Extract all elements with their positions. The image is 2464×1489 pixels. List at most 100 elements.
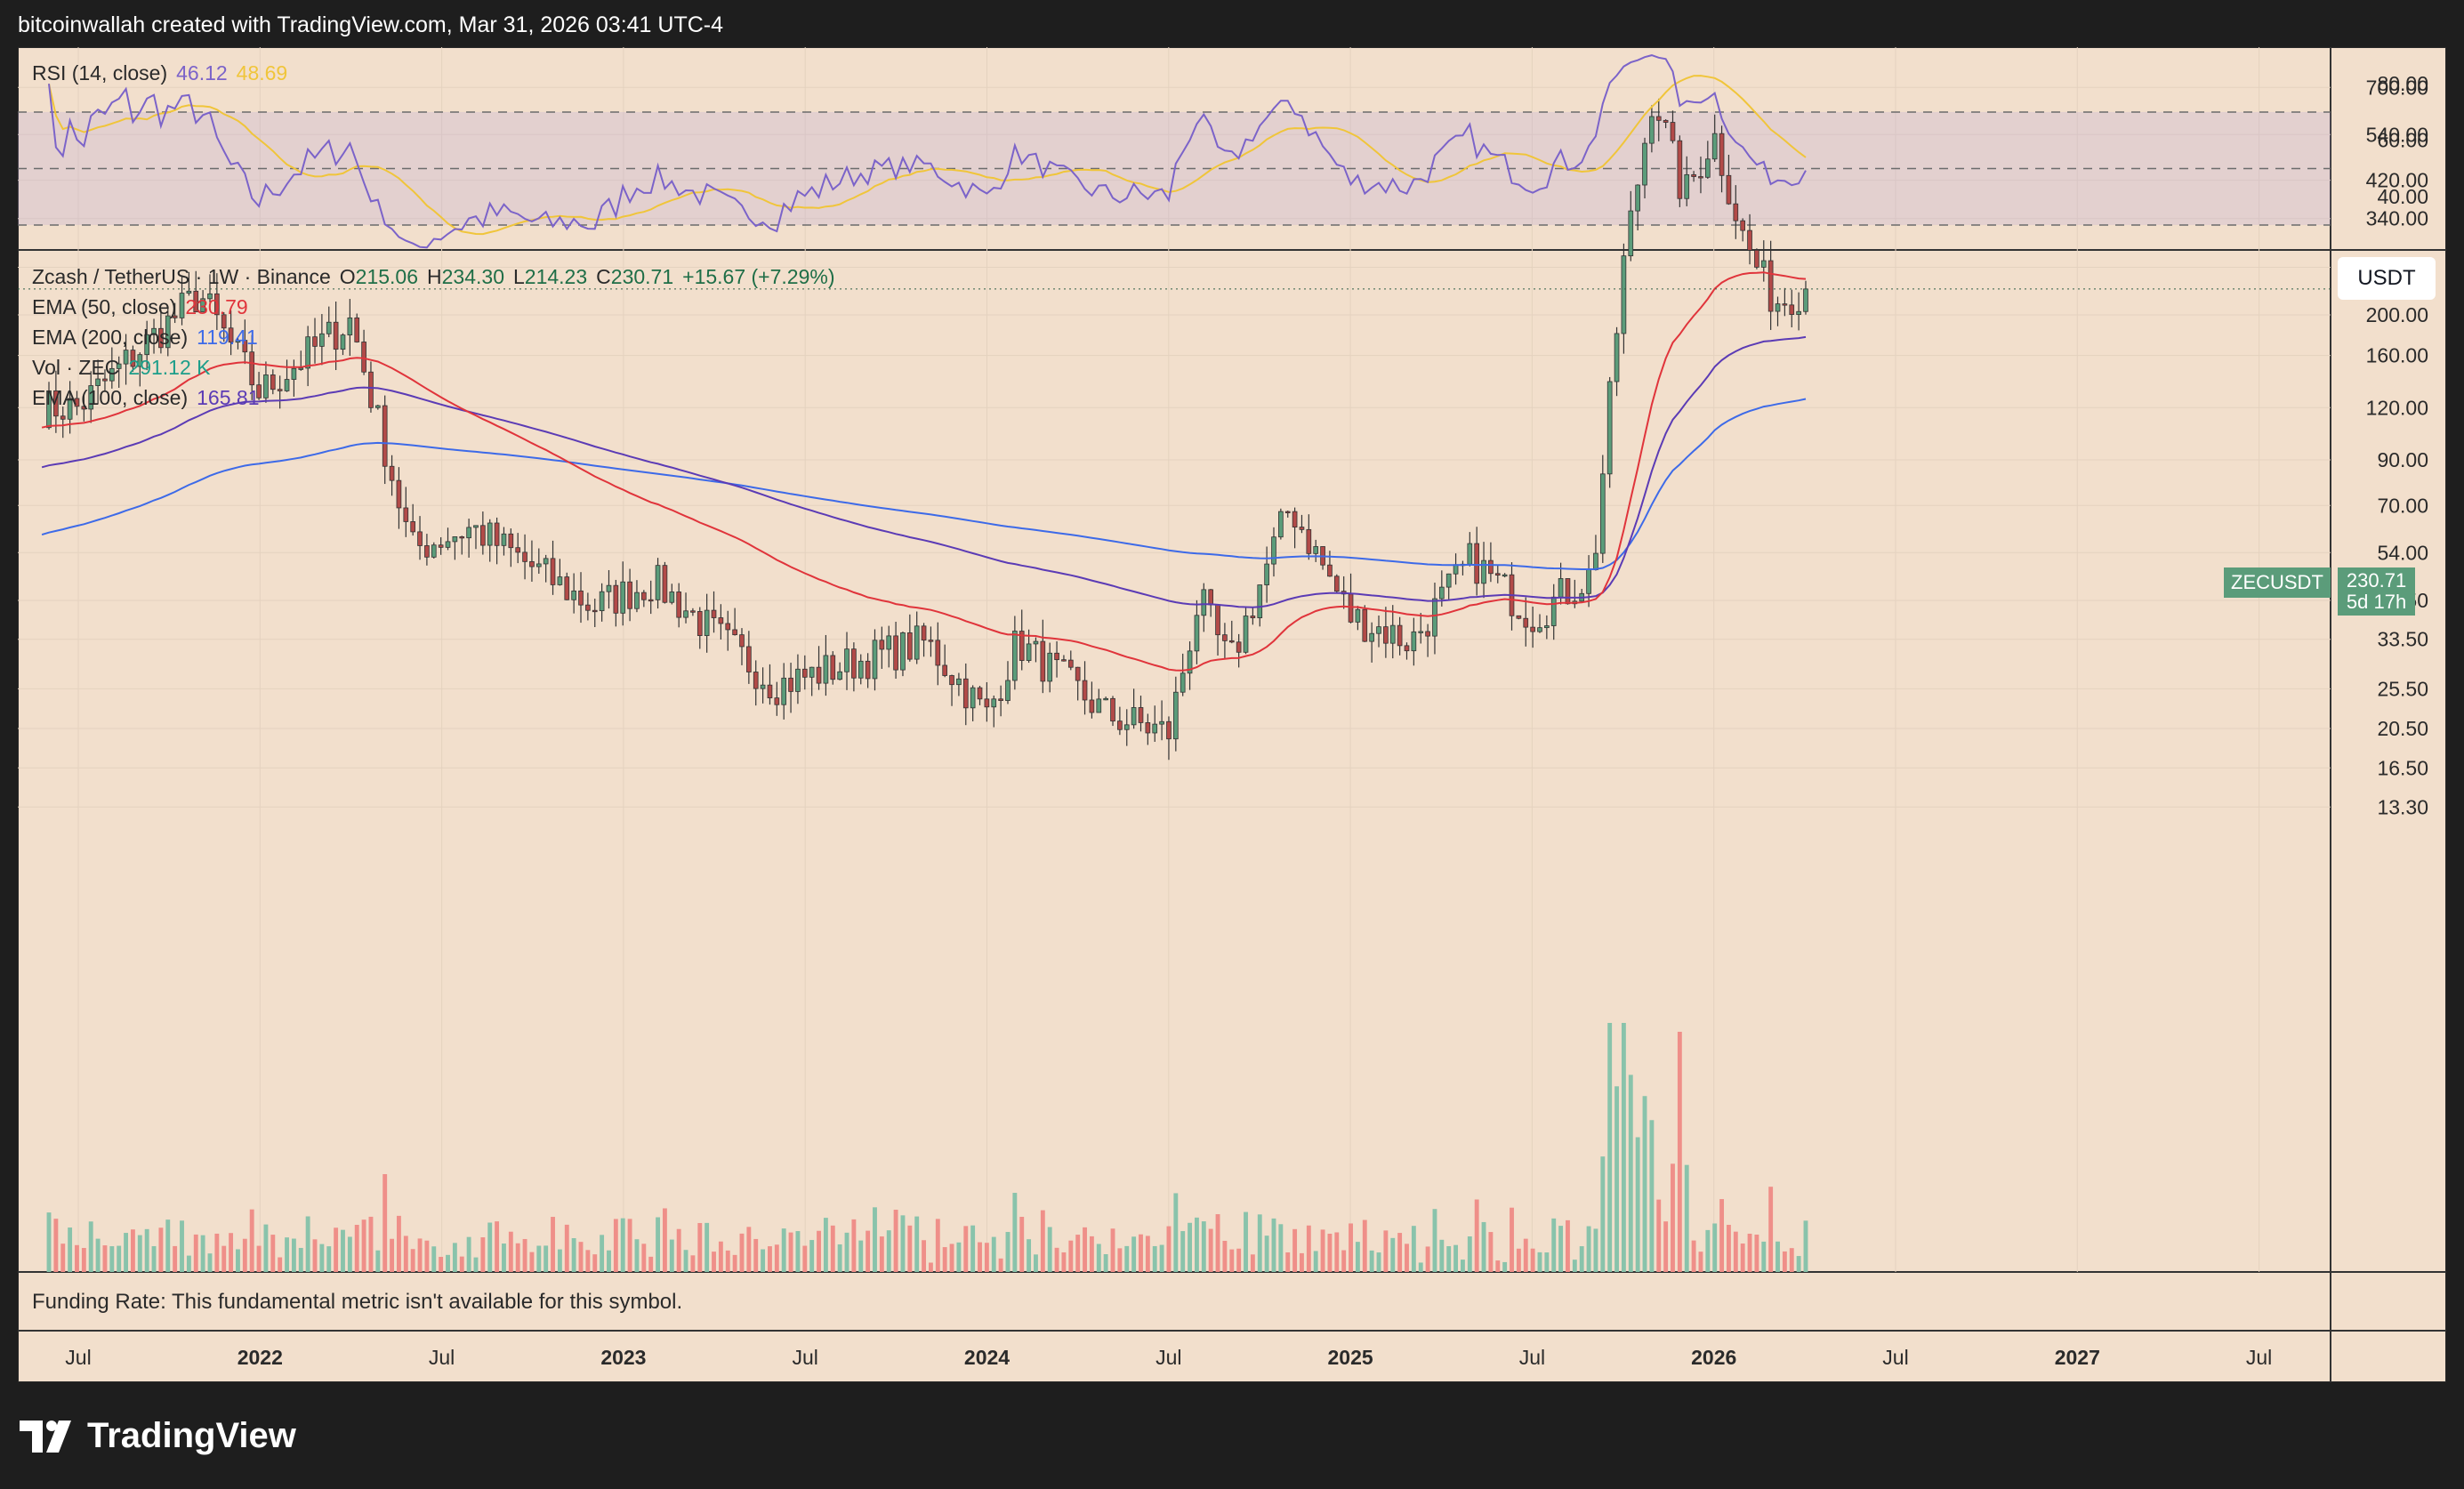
volume-bar [1355, 1242, 1360, 1272]
volume-bar [1733, 1231, 1738, 1272]
candle [1614, 326, 1620, 397]
candle [1117, 706, 1123, 736]
currency-button[interactable]: USDT [2338, 257, 2436, 300]
candle [1187, 641, 1193, 690]
candle [1509, 562, 1515, 631]
price-tag-value: 230.71 5d 17h [2337, 567, 2416, 616]
volume-bar [452, 1243, 457, 1272]
volume-bar [207, 1253, 213, 1272]
candle-body [1194, 615, 1200, 652]
volume-bar [697, 1222, 703, 1272]
volume-legend[interactable]: Vol · ZEC 291.12 K [32, 356, 220, 380]
volume-bar [256, 1245, 262, 1272]
volume-value: 291.12 K [128, 356, 211, 379]
volume-bar [1271, 1218, 1276, 1272]
candle-body [340, 334, 346, 350]
ema100-value: 165.81 [197, 386, 260, 409]
volume-bar [487, 1222, 493, 1272]
volume-bar [1236, 1248, 1242, 1272]
candle-body [970, 687, 976, 709]
chart-container[interactable]: Jul 2022 Jul 2023 Jul 2024 Jul 2025 Jul 2026 Jul 20… [18, 47, 2446, 1382]
candle-body [1236, 641, 1242, 653]
candle [1110, 696, 1115, 727]
candle-body [1502, 574, 1508, 577]
volume-bar [1628, 1074, 1633, 1272]
candle-body [200, 298, 205, 313]
candle [732, 608, 737, 636]
volume-bar [60, 1244, 66, 1272]
volume-bar [53, 1219, 59, 1272]
symbol-legend[interactable]: Zcash / TetherUS · 1W · Binance O215.06 H2… [32, 265, 843, 289]
candle-body [1264, 563, 1269, 585]
volume-bar [718, 1241, 723, 1272]
ema50-legend[interactable]: EMA (50, close) 230.79 [32, 295, 257, 319]
candle [942, 644, 948, 678]
candle-body [459, 536, 465, 539]
tradingview-logo-icon [20, 1420, 71, 1453]
candle [935, 622, 941, 686]
candle-body [837, 671, 842, 680]
candle-body [1537, 627, 1542, 632]
candle [557, 559, 563, 586]
ema200-legend[interactable]: EMA (200, close) 119.41 [32, 326, 267, 350]
candle-body [137, 354, 143, 367]
candle [543, 554, 549, 583]
ema200-line [41, 398, 1807, 570]
candle [830, 651, 836, 685]
rsi-axis-tick: 80.00 [2377, 72, 2428, 95]
candle-body [1775, 303, 1781, 312]
candle [403, 487, 409, 537]
price-chart[interactable]: Jul 2022 Jul 2023 Jul 2024 Jul 2025 Jul 2026 Jul 20… [18, 47, 2446, 1382]
candle [1663, 119, 1669, 129]
volume-bar [508, 1231, 513, 1272]
volume-bar [788, 1232, 793, 1272]
candle-body [1614, 333, 1620, 382]
candle-body [417, 531, 423, 546]
candle-body [389, 465, 395, 481]
candle [487, 519, 493, 562]
volume-bar [837, 1244, 842, 1272]
candle-body [515, 547, 521, 553]
candle [1698, 157, 1703, 194]
candle [396, 467, 402, 529]
candle-body [627, 581, 632, 609]
volume-bar [1474, 1199, 1479, 1272]
candle-body [1621, 255, 1627, 334]
volume-bar [1117, 1248, 1123, 1272]
candle [1040, 619, 1046, 694]
candle-body [88, 385, 94, 410]
rsi-axis-tick: 60.00 [2377, 129, 2428, 152]
candle-body [221, 314, 227, 329]
volume-bar [1027, 1239, 1032, 1272]
time-axis-label: 2026 [1691, 1346, 1736, 1369]
volume-bar [1139, 1234, 1143, 1272]
volume-bar [1460, 1260, 1465, 1272]
ema100-label: EMA (100, close) [32, 386, 189, 409]
volume-bar [823, 1218, 828, 1272]
candle [634, 580, 640, 613]
volume-bar [585, 1250, 591, 1272]
candle-body [1726, 174, 1732, 205]
candle [1747, 213, 1752, 265]
candle [1005, 661, 1011, 704]
candle [1194, 600, 1200, 664]
volume-bar [305, 1216, 310, 1272]
volume-bar [1719, 1199, 1724, 1272]
volume-bar [564, 1224, 569, 1272]
ema100-legend[interactable]: EMA (100, close) 165.81 [32, 386, 269, 410]
rsi-value: 46.12 [176, 61, 228, 85]
candle [697, 607, 703, 649]
price-axis-tick: 90.00 [2377, 448, 2428, 471]
volume-bar [1159, 1244, 1164, 1272]
volume-bar [291, 1238, 296, 1272]
candle-body [1663, 119, 1669, 123]
candle [1012, 616, 1018, 690]
volume-bar [1188, 1222, 1192, 1272]
candle-body [361, 342, 366, 373]
candle-body [1187, 650, 1193, 674]
tradingview-logo[interactable]: TradingView [20, 1416, 296, 1456]
candle [1621, 243, 1627, 354]
candle [340, 333, 346, 356]
volume-bar [774, 1244, 779, 1272]
volume-bar [242, 1238, 247, 1272]
